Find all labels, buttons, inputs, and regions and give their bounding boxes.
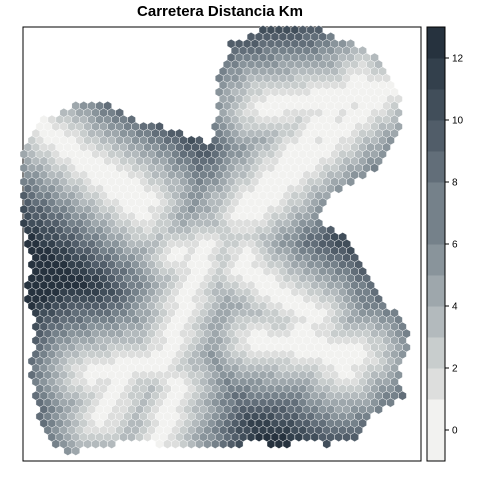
legend-tick-label: 4 — [452, 302, 458, 313]
legend-color-step — [427, 27, 445, 59]
legend-color-step — [427, 275, 445, 307]
legend-tick-label: 2 — [452, 364, 458, 375]
legend-color-step — [427, 306, 445, 338]
legend-color-step — [427, 151, 445, 183]
legend-tick-label: 10 — [452, 116, 464, 127]
legend-color-step — [427, 58, 445, 90]
legend-color-step — [427, 244, 445, 276]
hex-cell — [346, 176, 355, 187]
hex-cell — [370, 163, 379, 173]
legend-tick-label: 0 — [452, 426, 458, 437]
legend-ticks: 0 2 4 6 8 10 12 — [445, 54, 464, 437]
chart-title: Carretera Distancia Km — [137, 3, 303, 20]
legend-tick-label: 8 — [452, 178, 458, 189]
legend-color-step — [427, 182, 445, 214]
legend-color-step — [427, 430, 445, 462]
hex-cell — [358, 170, 367, 180]
plot-frame — [22, 26, 422, 462]
legend-color-step — [427, 120, 445, 152]
legend-color-bar — [427, 27, 445, 462]
hex-cells — [19, 25, 411, 456]
legend-tick-label: 6 — [452, 240, 458, 251]
legend-color-step — [427, 213, 445, 245]
legend-color-step — [427, 368, 445, 400]
hex-cell — [334, 183, 343, 194]
legend-color-step — [427, 337, 445, 369]
legend-color-step — [427, 89, 445, 121]
legend-color-step — [427, 399, 445, 431]
legend-tick-label: 12 — [452, 54, 464, 65]
